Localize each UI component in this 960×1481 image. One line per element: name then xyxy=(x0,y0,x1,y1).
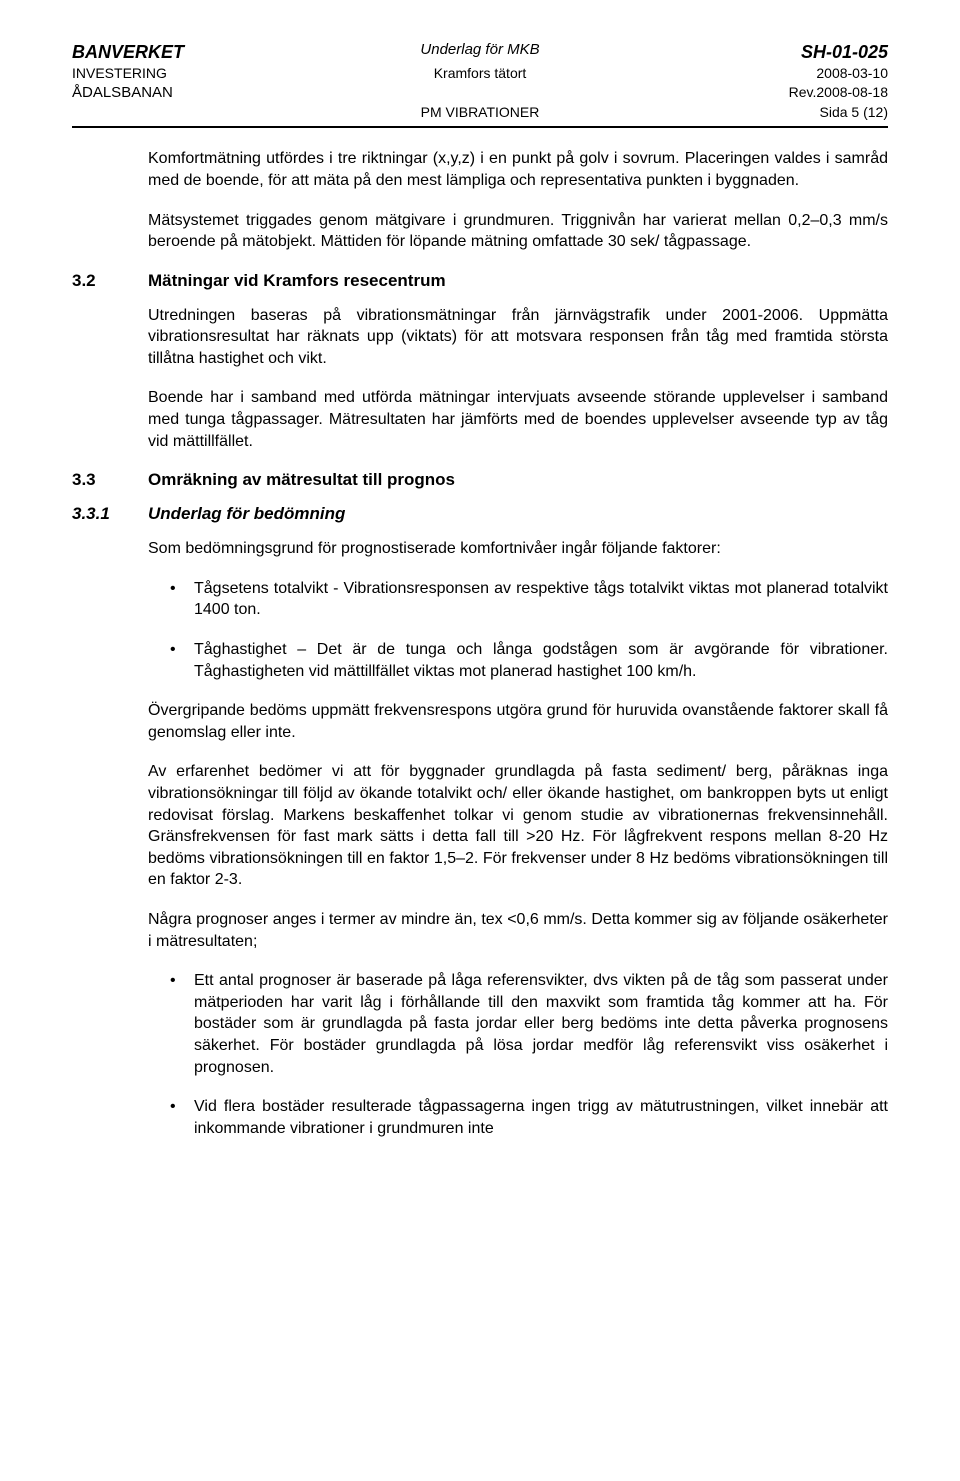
intro-block: Komfortmätning utfördes i tre riktningar… xyxy=(148,148,888,252)
section-3-3-num: 3.3 xyxy=(72,470,148,490)
para-bedomningsgrund: Som bedömningsgrund för prognostiserade … xyxy=(148,538,888,560)
section-3-3-1-title: Underlag för bedömning xyxy=(148,504,345,524)
para-overgripande: Övergripande bedöms uppmätt frekvensresp… xyxy=(148,700,888,743)
doc-subject-center: Underlag för MKB xyxy=(344,40,616,64)
header-row-2: INVESTERING Kramfors tätort 2008-03-10 xyxy=(72,64,888,83)
para-erfarenhet: Av erfarenhet bedömer vi att för byggnad… xyxy=(148,761,888,891)
section-3-3: 3.3 Omräkning av mätresultat till progno… xyxy=(72,470,888,490)
blank-center xyxy=(344,83,616,103)
section-3-2-num: 3.2 xyxy=(72,271,148,291)
para-utredningen: Utredningen baseras på vibrationsmätning… xyxy=(148,305,888,370)
assessment-factors-list: Tågsetens totalvikt - Vibrationsresponse… xyxy=(148,578,888,682)
section-3-2-title: Mätningar vid Kramfors resecentrum xyxy=(148,271,446,291)
para-matsystemet: Mätsystemet triggades genom mätgivare i … xyxy=(148,210,888,253)
blank-left xyxy=(72,103,344,122)
date-line2: 2008-03-10 xyxy=(616,64,888,83)
section-3-3-1: 3.3.1 Underlag för bedömning xyxy=(72,504,888,524)
header-row-4: PM VIBRATIONER Sida 5 (12) xyxy=(72,103,888,122)
section-3-3-1-num: 3.3.1 xyxy=(72,504,148,524)
rev-line3: Rev.2008-08-18 xyxy=(616,83,888,103)
list-item-referensvikter: Ett antal prognoser är baserade på låga … xyxy=(194,970,888,1078)
org-line3: ÅDALSBANAN xyxy=(72,83,344,103)
section-3-2: 3.2 Mätningar vid Kramfors resecentrum xyxy=(72,271,888,291)
page-info: Sida 5 (12) xyxy=(616,103,888,122)
section-3-2-body: Utredningen baseras på vibrationsmätning… xyxy=(148,305,888,453)
org-name-top: BANVERKET xyxy=(72,40,344,64)
para-prognoser: Några prognoser anges i termer av mindre… xyxy=(148,909,888,952)
page-container: BANVERKET Underlag för MKB SH-01-025 INV… xyxy=(0,0,960,1481)
para-boende: Boende har i samband med utförda mätning… xyxy=(148,387,888,452)
header-divider xyxy=(72,126,888,128)
section-3-3-title: Omräkning av mätresultat till prognos xyxy=(148,470,455,490)
list-item-totalvikt: Tågsetens totalvikt - Vibrationsresponse… xyxy=(194,578,888,621)
org-line2: INVESTERING xyxy=(72,64,344,83)
para-komfortmatning: Komfortmätning utfördes i tre riktningar… xyxy=(148,148,888,191)
header-row-1: BANVERKET Underlag för MKB SH-01-025 xyxy=(72,40,888,64)
doc-number-right: SH-01-025 xyxy=(616,40,888,64)
doc-title-center: PM VIBRATIONER xyxy=(344,103,616,122)
list-item-tagpassager: Vid flera bostäder resulterade tågpassag… xyxy=(194,1096,888,1139)
header-row-3: ÅDALSBANAN Rev.2008-08-18 xyxy=(72,83,888,103)
uncertainties-list: Ett antal prognoser är baserade på låga … xyxy=(148,970,888,1139)
section-3-3-1-body: Som bedömningsgrund för prognostiserade … xyxy=(148,538,888,1139)
doc-line2: Kramfors tätort xyxy=(344,64,616,83)
list-item-taghastighet: Tåghastighet – Det är de tunga och långa… xyxy=(194,639,888,682)
